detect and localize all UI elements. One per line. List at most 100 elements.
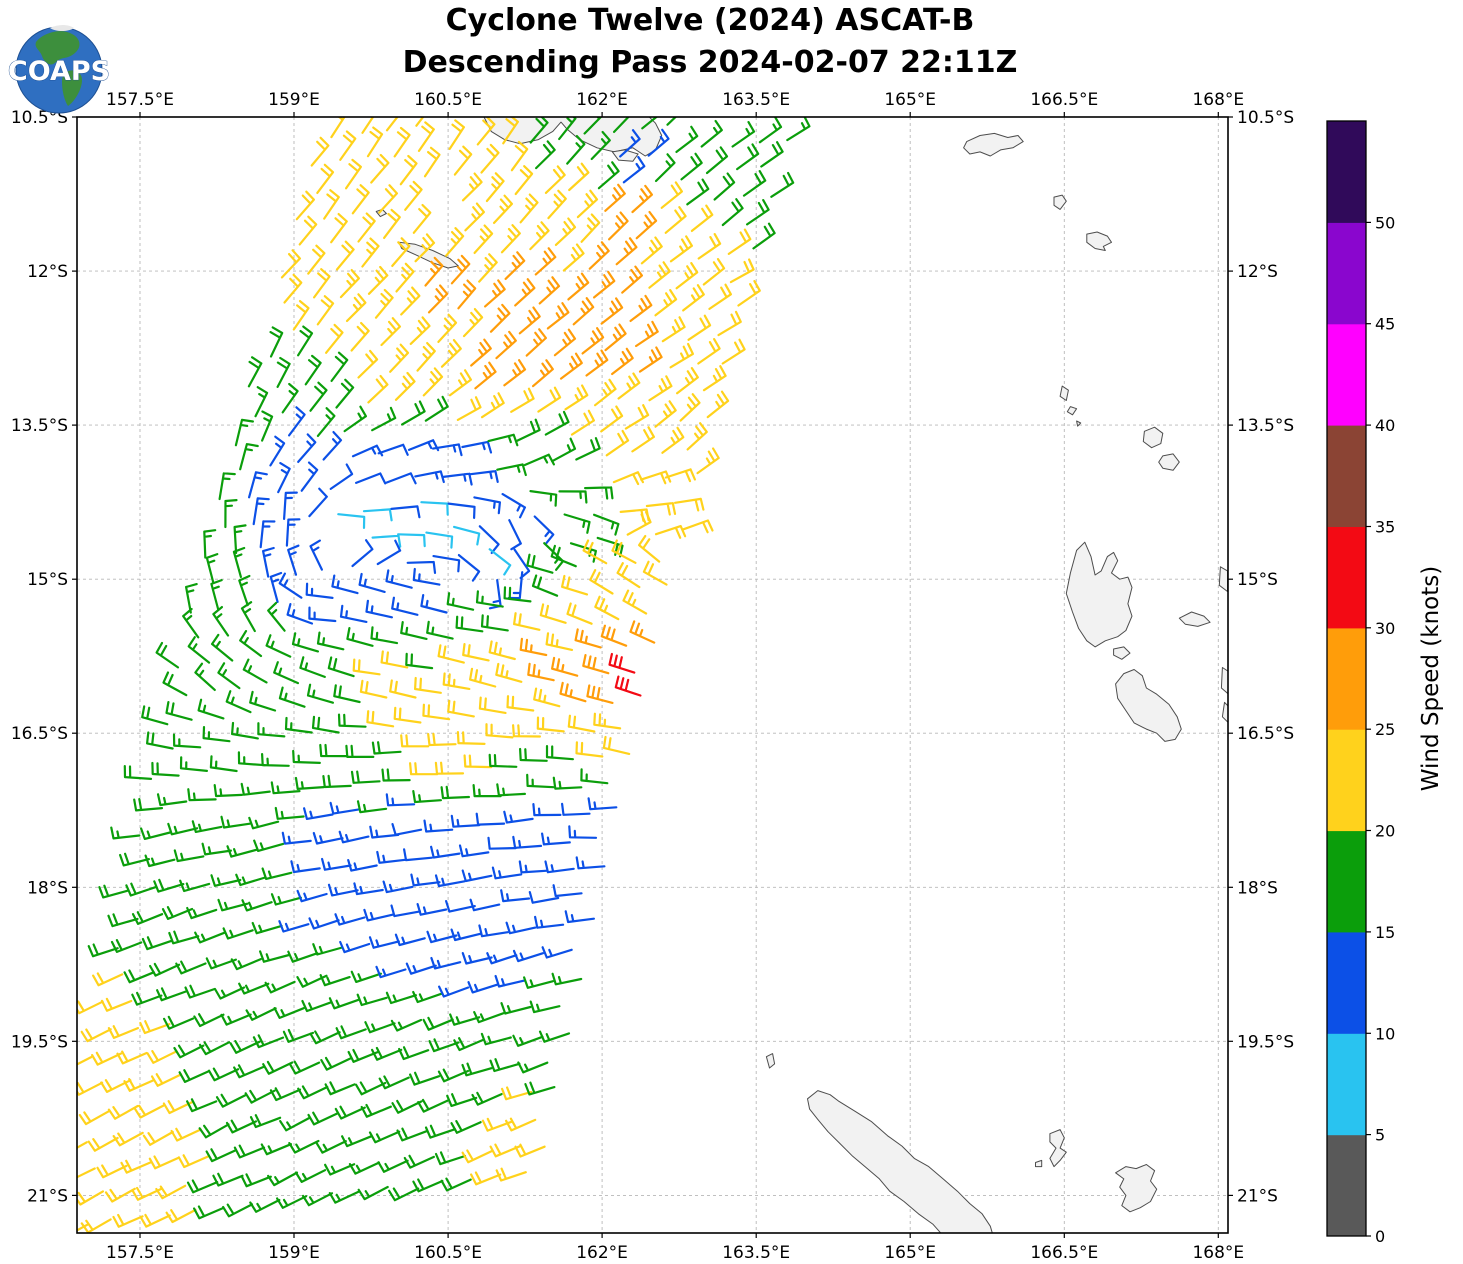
wind-barb — [283, 491, 298, 520]
axis-ticks — [72, 112, 1233, 1238]
wind-barb — [77, 1167, 96, 1179]
colorbar-segment — [1327, 931, 1366, 1034]
wind-barb — [149, 962, 181, 977]
wind-barb — [316, 407, 336, 437]
wind-barb — [257, 722, 286, 738]
wind-barb — [322, 774, 352, 789]
wind-barb — [337, 513, 366, 529]
y-tick-label-left: 12°S — [27, 262, 68, 282]
wind-barb — [675, 262, 699, 290]
map-frame — [76, 116, 1229, 1234]
colorbar: 0 5 10 15 20 25 30 35 40 45 50 Wind Speed (knots) — [1326, 120, 1444, 1246]
wind-barb — [312, 943, 344, 956]
wind-barb — [510, 387, 535, 413]
wind-barb — [316, 631, 345, 651]
wind-barb — [432, 555, 461, 573]
wind-barb — [309, 1030, 341, 1045]
x-tick-label-top: 163.5°E — [722, 90, 790, 110]
wind-barb — [517, 1061, 549, 1074]
wind-barb — [469, 667, 497, 688]
wind-barb — [224, 499, 238, 529]
wind-barb — [446, 592, 475, 611]
wind-barb — [506, 695, 535, 712]
wind-barb — [230, 958, 262, 971]
wind-barb — [501, 1086, 533, 1101]
wind-barb — [440, 339, 462, 368]
wind-barb — [532, 359, 554, 388]
wind-barb — [390, 505, 421, 519]
wind-barb — [503, 359, 527, 387]
wind-barb — [690, 204, 714, 232]
wind-barb — [686, 422, 708, 451]
wind-barb — [357, 349, 379, 379]
wind-barb — [205, 553, 219, 585]
x-tick-label-bottom: 157.5°E — [106, 1243, 174, 1263]
wind-barb — [427, 732, 457, 747]
wind-barb — [503, 586, 532, 603]
wind-barb — [495, 662, 523, 683]
wind-barb — [139, 1213, 171, 1228]
wind-barb — [500, 889, 531, 903]
wind-barb — [589, 569, 614, 595]
wind-barb — [167, 822, 199, 836]
wind-barb — [467, 981, 499, 994]
wind-barb — [333, 684, 361, 704]
wind-barb — [116, 1050, 148, 1065]
island-solomons-south-coast — [483, 117, 663, 157]
wind-barb — [440, 785, 470, 800]
wind-barb — [391, 596, 419, 616]
colorbar-segment — [1327, 1134, 1366, 1237]
wind-barb — [736, 143, 760, 171]
y-tick-label-left: 21°S — [27, 1186, 68, 1206]
wind-barb — [401, 400, 426, 426]
wind-barb — [682, 284, 705, 312]
wind-barb — [209, 755, 238, 773]
wind-barb — [622, 155, 646, 184]
wind-barb — [680, 152, 703, 181]
wind-barb — [500, 1002, 532, 1015]
wind-barb — [215, 1093, 248, 1108]
wind-barb — [616, 562, 641, 589]
wind-barb — [218, 472, 236, 501]
island-ouvea — [1049, 1129, 1067, 1168]
wind-barb — [311, 715, 340, 734]
wind-barb — [119, 852, 150, 867]
wind-barb — [371, 534, 402, 548]
wind-barb — [278, 572, 303, 599]
wind-barb — [290, 860, 321, 874]
wind-barb — [417, 1098, 449, 1113]
wind-barb — [385, 569, 413, 589]
wind-barb — [156, 987, 188, 1002]
colorbar-segment — [1327, 729, 1366, 832]
wind-barb — [312, 831, 344, 845]
wind-barb — [382, 880, 414, 894]
wind-barb — [559, 352, 583, 380]
wind-barb — [309, 539, 323, 571]
island-vanua-lava — [1142, 426, 1164, 449]
wind-barb — [396, 1127, 428, 1142]
x-tick-label-bottom: 160.5°E — [414, 1243, 482, 1263]
wind-barb — [283, 273, 303, 304]
wind-barb — [239, 630, 263, 658]
wind-barb — [664, 468, 696, 483]
wind-barb — [600, 297, 624, 325]
wind-barb — [284, 716, 313, 734]
wind-barb — [238, 574, 251, 607]
wind-barb — [248, 471, 268, 499]
wind-barb — [280, 249, 301, 279]
y-tick-label-left: 19.5°S — [11, 1032, 68, 1052]
wind-barb — [376, 850, 407, 864]
wind-barb — [424, 1124, 457, 1139]
island-malakula — [1115, 669, 1182, 742]
wind-barb — [409, 762, 439, 776]
wind-barb — [194, 662, 216, 691]
wind-barb — [562, 243, 585, 272]
wind-barb — [193, 1205, 225, 1220]
wind-barb — [139, 1020, 171, 1035]
wind-barb — [600, 405, 624, 433]
wind-barb — [394, 371, 416, 401]
wind-barb — [361, 117, 375, 134]
wind-barb — [80, 1218, 112, 1233]
wind-barb — [146, 1050, 178, 1064]
wind-barb — [629, 294, 653, 322]
